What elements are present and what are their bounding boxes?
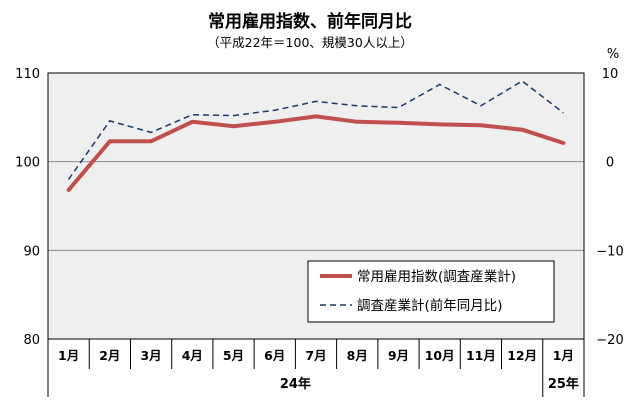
x-tick-label: 8月 — [347, 348, 368, 363]
y-right-tick-label: −10 — [596, 244, 623, 259]
legend-box — [307, 260, 555, 323]
x-tick-label: 3月 — [140, 348, 161, 363]
data-point — [149, 139, 153, 143]
left-axis-ticks: 80 90 100 110 — [15, 67, 40, 348]
data-point — [232, 114, 236, 118]
x-tick-label: 1月 — [58, 348, 79, 363]
x-tick-label: 5月 — [223, 348, 244, 363]
data-point — [108, 119, 112, 123]
x-tick-label: 6月 — [264, 348, 285, 363]
x-axis: 1月 2月 3月 4月 5月 6月 7月 8月 9月 10月 11月 12月 1月 24年 25年 — [47, 339, 585, 397]
y-right-tick-label: 0 — [606, 156, 614, 171]
y-left-tick-label: 90 — [23, 244, 40, 259]
series-group — [66, 79, 566, 192]
data-point — [561, 141, 565, 145]
chart-subtitle: （平成22年＝100、規模30人以上） — [207, 35, 413, 50]
data-point — [232, 124, 236, 128]
gridlines — [48, 161, 584, 251]
data-point — [273, 108, 277, 112]
year-label: 25年 — [548, 376, 579, 392]
x-tick-label: 11月 — [466, 348, 496, 363]
right-axis-ticks: −20 −10 0 10 — [596, 67, 623, 348]
legend-label: 常用雇用指数(調査産業計) — [357, 268, 516, 285]
data-point — [520, 79, 524, 83]
x-tick-label: 12月 — [507, 348, 537, 363]
data-point — [396, 106, 400, 110]
data-point — [314, 114, 318, 118]
year-label: 24年 — [280, 376, 311, 392]
data-point — [438, 122, 442, 126]
data-point — [108, 139, 112, 143]
x-tick-label: 1月 — [553, 348, 574, 363]
x-tick-label: 2月 — [99, 348, 120, 363]
y-left-tick-label: 100 — [15, 156, 40, 171]
plot-border — [47, 72, 585, 340]
data-point — [273, 120, 277, 124]
data-point — [396, 121, 400, 125]
x-tick-label: 4月 — [182, 348, 203, 363]
data-point — [561, 111, 565, 115]
series-line — [66, 114, 566, 192]
data-point — [355, 120, 359, 124]
series-line — [67, 80, 564, 180]
data-point — [355, 104, 359, 108]
data-point — [479, 104, 483, 108]
y-right-tick-label: 10 — [602, 67, 619, 82]
data-point — [190, 120, 194, 124]
x-tick-label: 10月 — [425, 348, 455, 363]
data-point — [520, 128, 524, 132]
data-point — [149, 130, 153, 134]
data-point — [438, 83, 442, 87]
data-point — [190, 113, 194, 117]
y-left-tick-label: 80 — [23, 333, 40, 348]
data-point — [479, 123, 483, 127]
chart-title: 常用雇用指数、前年同月比 — [208, 11, 412, 32]
y-left-tick-label: 110 — [15, 67, 40, 82]
legend: 常用雇用指数(調査産業計) 調査産業計(前年同月比) — [307, 260, 555, 323]
data-point — [67, 188, 71, 192]
x-tick-label: 9月 — [388, 348, 409, 363]
data-point — [314, 99, 318, 103]
legend-label: 調査産業計(前年同月比) — [357, 297, 503, 314]
y-right-tick-label: −20 — [596, 333, 623, 348]
right-axis-unit: % — [607, 47, 619, 62]
data-point — [67, 177, 71, 181]
x-tick-label: 7月 — [305, 348, 326, 363]
